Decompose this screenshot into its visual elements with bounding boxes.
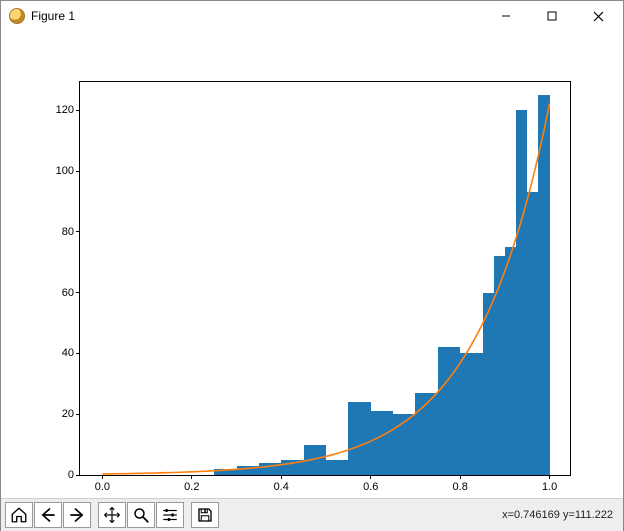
histogram-bar <box>214 469 236 475</box>
save-button[interactable] <box>191 502 219 528</box>
histogram-bar <box>259 463 281 475</box>
zoom-button[interactable] <box>127 502 155 528</box>
titlebar: Figure 1 <box>1 1 623 31</box>
xtick-label: 0.2 <box>184 475 199 493</box>
histogram-bar <box>516 110 527 475</box>
back-button[interactable] <box>34 502 62 528</box>
histogram-bar <box>538 95 549 475</box>
histogram-bar <box>371 411 393 475</box>
ytick-label: 80 <box>62 226 80 238</box>
histogram-bar <box>237 466 259 475</box>
configure-button[interactable] <box>156 502 184 528</box>
xtick-label: 1.0 <box>542 475 557 493</box>
histogram-bar <box>494 256 505 475</box>
histogram-bar <box>281 460 303 475</box>
histogram-bar <box>304 445 326 475</box>
ytick-label: 120 <box>56 104 80 116</box>
xtick-label: 0.4 <box>274 475 289 493</box>
xtick-label: 0.6 <box>363 475 378 493</box>
nav-toolbar: x=0.746169 y=111.222 <box>1 498 623 531</box>
histogram-bar <box>326 460 348 475</box>
minimize-button[interactable] <box>483 1 529 31</box>
pan-button[interactable] <box>98 502 126 528</box>
ytick-label: 60 <box>62 287 80 299</box>
histogram-bar <box>393 414 415 475</box>
ytick-label: 40 <box>62 347 80 359</box>
cursor-coordinates: x=0.746169 y=111.222 <box>502 509 619 521</box>
figure-canvas[interactable]: 0 20 40 60 80 100 120 0.0 0.2 0.4 0.6 0.8 1.0 <box>1 31 623 498</box>
app-icon <box>9 8 25 24</box>
histogram-bar <box>527 256 538 475</box>
home-button[interactable] <box>5 502 33 528</box>
histogram-bar <box>348 402 370 475</box>
histogram-bar <box>460 353 482 475</box>
histogram-bar <box>415 393 437 475</box>
forward-button[interactable] <box>63 502 91 528</box>
window-title: Figure 1 <box>31 9 75 23</box>
ytick-label: 100 <box>56 165 80 177</box>
close-button[interactable] <box>575 1 621 31</box>
plot-axes: 0204060801001200.00.20.40.60.81.0 <box>79 81 571 476</box>
histogram-bar <box>438 347 460 475</box>
ytick-label: 0 <box>68 469 80 481</box>
xtick-label: 0.8 <box>453 475 468 493</box>
ytick-label: 20 <box>62 408 80 420</box>
xtick-label: 0.0 <box>95 475 110 493</box>
maximize-button[interactable] <box>529 1 575 31</box>
